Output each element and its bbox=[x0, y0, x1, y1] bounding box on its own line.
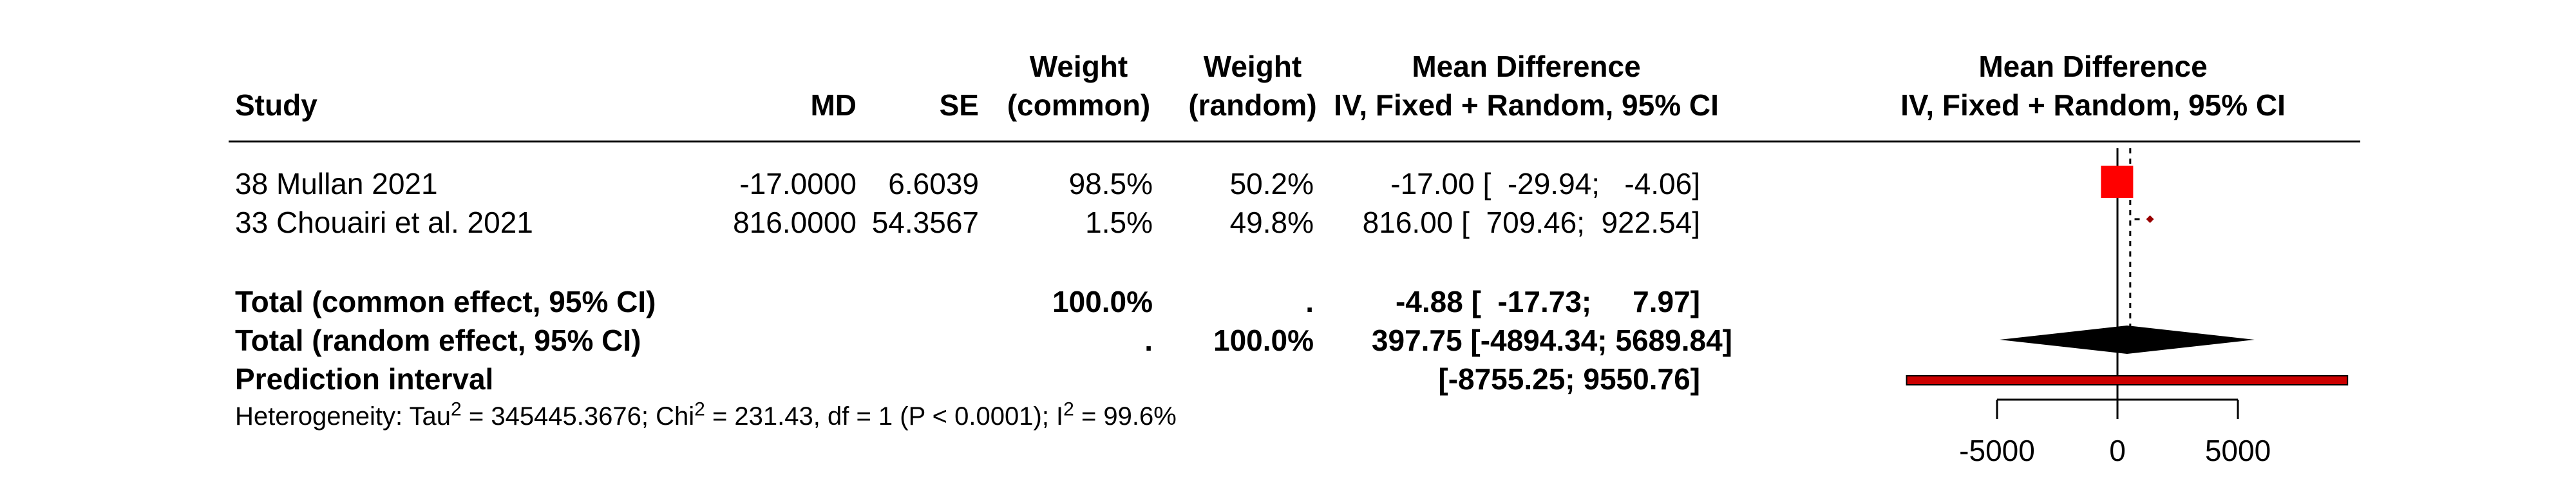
header-se: SE bbox=[939, 88, 979, 122]
header-study: Study bbox=[235, 88, 317, 122]
study-se: 6.6039 bbox=[888, 167, 979, 200]
header-md: MD bbox=[810, 88, 857, 122]
total-random-ci: 397.75 [-4894.34; 5689.84] bbox=[1371, 324, 1732, 357]
study-weight-common: 98.5% bbox=[1068, 167, 1153, 200]
header-weight-random-2: (random) bbox=[1188, 88, 1317, 122]
prediction-interval-bar bbox=[1906, 375, 2349, 385]
heterogeneity-text: Heterogeneity: Tau2 = 345445.3676; Chi2 … bbox=[235, 398, 1177, 431]
header-ci-1: Mean Difference bbox=[1412, 50, 1641, 83]
x-tick-label: 0 bbox=[2109, 434, 2126, 467]
header-rule bbox=[229, 141, 2360, 142]
header-plot-2: IV, Fixed + Random, 95% CI bbox=[1900, 88, 2286, 122]
header-weight-common-2: (common) bbox=[1007, 88, 1151, 122]
study-square bbox=[2101, 166, 2134, 198]
study-weight-random: 49.8% bbox=[1229, 206, 1314, 239]
header-ci-2: IV, Fixed + Random, 95% CI bbox=[1334, 88, 1719, 122]
x-tick-label: 5000 bbox=[2205, 434, 2271, 467]
header-weight-random-1: Weight bbox=[1203, 50, 1302, 83]
study-ci: 816.00 [ 709.46; 922.54] bbox=[1362, 206, 1700, 239]
study-marker bbox=[2146, 215, 2154, 223]
total-random-weight-common: . bbox=[1144, 324, 1153, 357]
x-tick-label: -5000 bbox=[1959, 434, 2035, 467]
header-plot-1: Mean Difference bbox=[1978, 50, 2208, 83]
study-ci: -17.00 [ -29.94; -4.06] bbox=[1390, 167, 1700, 200]
study-md: 816.0000 bbox=[733, 206, 857, 239]
total-common-weight-common: 100.0% bbox=[1052, 285, 1153, 318]
study-name: 38 Mullan 2021 bbox=[235, 167, 438, 200]
random-effect-diamond bbox=[1999, 326, 2255, 354]
header-weight-common-1: Weight bbox=[1029, 50, 1128, 83]
prediction-interval-ci: [-8755.25; 9550.76] bbox=[1438, 362, 1700, 396]
prediction-interval-label: Prediction interval bbox=[235, 362, 494, 396]
total-common-label: Total (common effect, 95% CI) bbox=[235, 285, 656, 318]
study-name: 33 Chouairi et al. 2021 bbox=[235, 206, 533, 239]
total-common-weight-random: . bbox=[1305, 285, 1314, 318]
study-weight-random: 50.2% bbox=[1229, 167, 1314, 200]
total-random-weight-random: 100.0% bbox=[1213, 324, 1314, 357]
total-random-label: Total (random effect, 95% CI) bbox=[235, 324, 641, 357]
study-weight-common: 1.5% bbox=[1085, 206, 1153, 239]
study-md: -17.0000 bbox=[739, 167, 857, 200]
total-common-ci: -4.88 [ -17.73; 7.97] bbox=[1395, 285, 1700, 318]
study-se: 54.3567 bbox=[871, 206, 979, 239]
